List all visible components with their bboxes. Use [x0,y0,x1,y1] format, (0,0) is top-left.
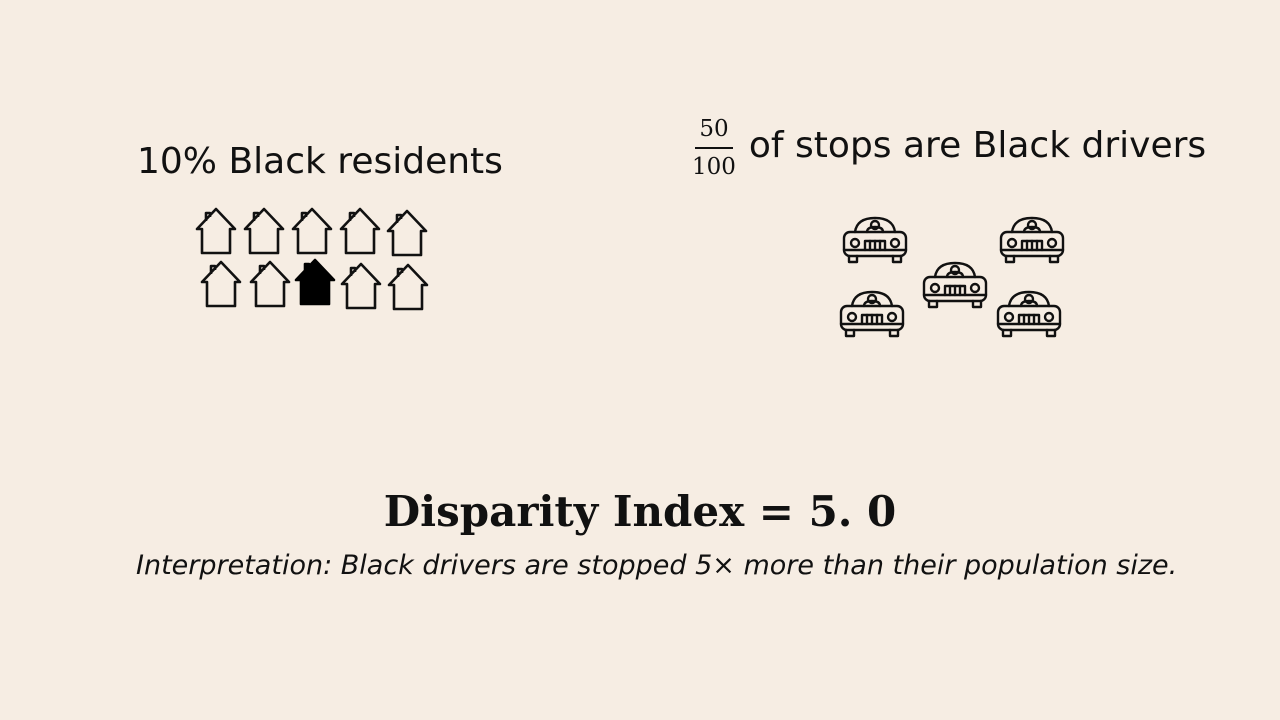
car-icon [842,216,908,264]
houses-grid [195,207,429,311]
disparity-index: Disparity Index = 5. 0 [383,487,897,536]
house-icon [387,263,429,311]
car-icon [996,290,1062,338]
house-icon [243,207,285,255]
house-icon [195,207,237,255]
fraction-numerator: 50 [695,115,733,149]
stops-label: of stops are Black drivers [748,125,1207,166]
fraction-denominator: 100 [692,154,736,180]
house-icon [340,262,382,310]
car-icon [839,290,905,338]
house-icon [291,207,333,255]
house-icon [200,260,242,308]
house-icon [386,209,428,257]
cars-group [839,216,1065,338]
stops-heading: 50 100 of stops are Black drivers [688,108,1206,188]
stops-fraction: 50 100 [688,115,740,181]
house-icon [339,207,381,255]
residents-label: 10% Black residents [137,141,503,182]
car-icon [999,216,1065,264]
interpretation-text: Interpretation: Black drivers are stoppe… [136,550,1178,581]
house-icon-filled [294,258,336,306]
house-icon [249,260,291,308]
car-icon [922,261,988,309]
